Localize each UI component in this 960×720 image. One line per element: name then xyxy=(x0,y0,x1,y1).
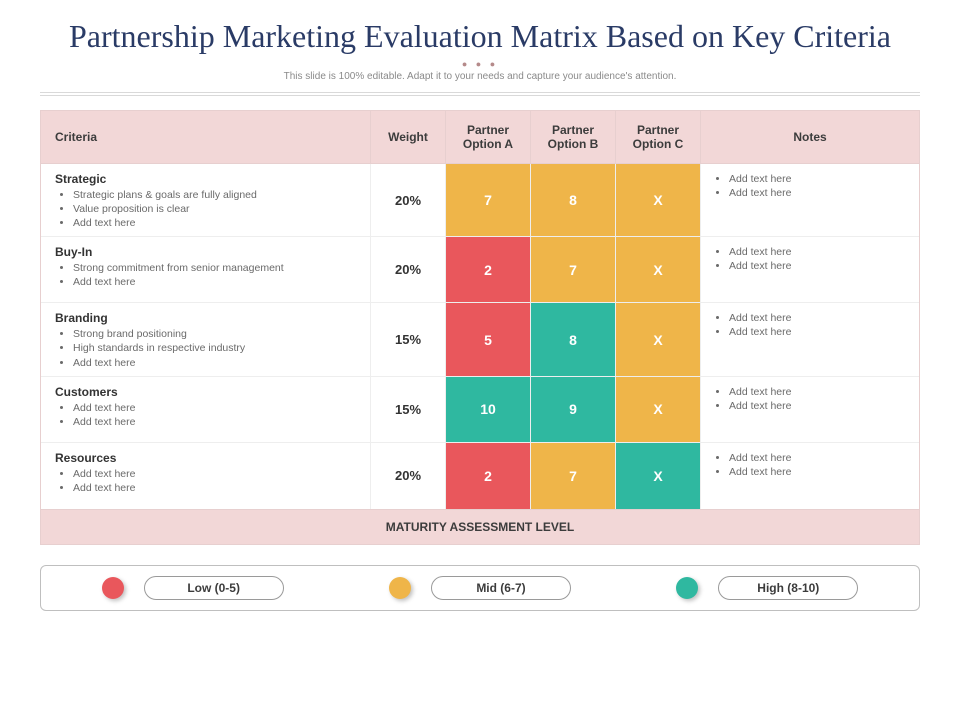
option-c-cell: X xyxy=(616,303,701,376)
criteria-cell: Strategic Strategic plans & goals are ful… xyxy=(41,164,371,237)
notes-bullet: Add text here xyxy=(729,325,909,339)
criteria-cell: Branding Strong brand positioningHigh sta… xyxy=(41,303,371,376)
weight-cell: 20% xyxy=(371,237,446,302)
option-c-cell: X xyxy=(616,377,701,442)
weight-cell: 15% xyxy=(371,377,446,442)
criteria-bullet: Add text here xyxy=(73,275,360,289)
legend-item: High (8-10) xyxy=(676,576,858,600)
notes-bullet: Add text here xyxy=(729,451,909,465)
notes-cell: Add text hereAdd text here xyxy=(701,443,919,509)
criteria-bullet: Strategic plans & goals are fully aligne… xyxy=(73,188,360,202)
option-a-cell: 10 xyxy=(446,377,531,442)
table-row: Branding Strong brand positioningHigh sta… xyxy=(41,303,919,377)
notes-bullet: Add text here xyxy=(729,186,909,200)
criteria-label: Buy-In xyxy=(55,245,360,259)
criteria-bullet: Add text here xyxy=(73,415,360,429)
legend-item: Low (0-5) xyxy=(102,576,284,600)
notes-cell: Add text hereAdd text here xyxy=(701,237,919,302)
divider xyxy=(40,95,920,96)
criteria-bullet: Add text here xyxy=(73,481,360,495)
legend: Low (0-5) Mid (6-7) High (8-10) xyxy=(40,565,920,611)
notes-cell: Add text hereAdd text here xyxy=(701,303,919,376)
table-row: ResourcesAdd text hereAdd text here20%27… xyxy=(41,443,919,509)
col-header-option-b: Partner Option B xyxy=(531,111,616,163)
option-c-cell: X xyxy=(616,443,701,509)
col-header-notes: Notes xyxy=(701,111,919,163)
option-a-cell: 7 xyxy=(446,164,531,237)
criteria-bullet: High standards in respective industry xyxy=(73,341,360,355)
legend-swatch xyxy=(676,577,698,599)
criteria-bullet: Add text here xyxy=(73,356,360,370)
criteria-bullet: Value proposition is clear xyxy=(73,202,360,216)
criteria-bullet: Add text here xyxy=(73,216,360,230)
notes-cell: Add text hereAdd text here xyxy=(701,377,919,442)
subtitle: This slide is 100% editable. Adapt it to… xyxy=(40,71,920,82)
option-b-cell: 8 xyxy=(531,164,616,237)
table-header-row: Criteria Weight Partner Option A Partner… xyxy=(41,111,919,164)
option-b-cell: 9 xyxy=(531,377,616,442)
notes-cell: Add text hereAdd text here xyxy=(701,164,919,237)
legend-label: High (8-10) xyxy=(718,576,858,600)
weight-cell: 15% xyxy=(371,303,446,376)
criteria-cell: Customers Add text hereAdd text here xyxy=(41,377,371,442)
legend-swatch xyxy=(389,577,411,599)
col-header-option-a: Partner Option A xyxy=(446,111,531,163)
col-header-criteria: Criteria xyxy=(41,111,371,163)
option-a-cell: 2 xyxy=(446,443,531,509)
notes-bullet: Add text here xyxy=(729,465,909,479)
criteria-label: Customers xyxy=(55,385,360,399)
criteria-label: Resources xyxy=(55,451,360,465)
criteria-label: Strategic xyxy=(55,172,360,186)
option-a-cell: 5 xyxy=(446,303,531,376)
option-b-cell: 7 xyxy=(531,237,616,302)
col-header-weight: Weight xyxy=(371,111,446,163)
criteria-bullet: Strong commitment from senior management xyxy=(73,261,360,275)
title-block: Partnership Marketing Evaluation Matrix … xyxy=(0,0,960,86)
option-c-cell: X xyxy=(616,237,701,302)
table-row: Buy-In Strong commitment from senior mana… xyxy=(41,237,919,303)
option-b-cell: 7 xyxy=(531,443,616,509)
notes-bullet: Add text here xyxy=(729,259,909,273)
maturity-footer: MATURITY ASSESSMENT LEVEL xyxy=(41,509,919,544)
col-header-option-c: Partner Option C xyxy=(616,111,701,163)
criteria-label: Branding xyxy=(55,311,360,325)
weight-cell: 20% xyxy=(371,443,446,509)
criteria-bullet: Add text here xyxy=(73,401,360,415)
notes-bullet: Add text here xyxy=(729,172,909,186)
criteria-cell: Resources Add text hereAdd text here xyxy=(41,443,371,509)
option-b-cell: 8 xyxy=(531,303,616,376)
evaluation-matrix: Criteria Weight Partner Option A Partner… xyxy=(40,110,920,545)
criteria-cell: Buy-In Strong commitment from senior mana… xyxy=(41,237,371,302)
notes-bullet: Add text here xyxy=(729,385,909,399)
legend-label: Low (0-5) xyxy=(144,576,284,600)
notes-bullet: Add text here xyxy=(729,311,909,325)
legend-item: Mid (6-7) xyxy=(389,576,571,600)
criteria-bullet: Add text here xyxy=(73,467,360,481)
option-a-cell: 2 xyxy=(446,237,531,302)
notes-bullet: Add text here xyxy=(729,245,909,259)
criteria-bullet: Strong brand positioning xyxy=(73,327,360,341)
option-c-cell: X xyxy=(616,164,701,237)
weight-cell: 20% xyxy=(371,164,446,237)
decorative-dots: ● ● ● xyxy=(40,59,920,69)
notes-bullet: Add text here xyxy=(729,399,909,413)
table-row: Strategic Strategic plans & goals are ful… xyxy=(41,164,919,238)
legend-swatch xyxy=(102,577,124,599)
divider xyxy=(40,92,920,93)
page-title: Partnership Marketing Evaluation Matrix … xyxy=(40,18,920,55)
table-row: CustomersAdd text hereAdd text here15%10… xyxy=(41,377,919,443)
legend-label: Mid (6-7) xyxy=(431,576,571,600)
